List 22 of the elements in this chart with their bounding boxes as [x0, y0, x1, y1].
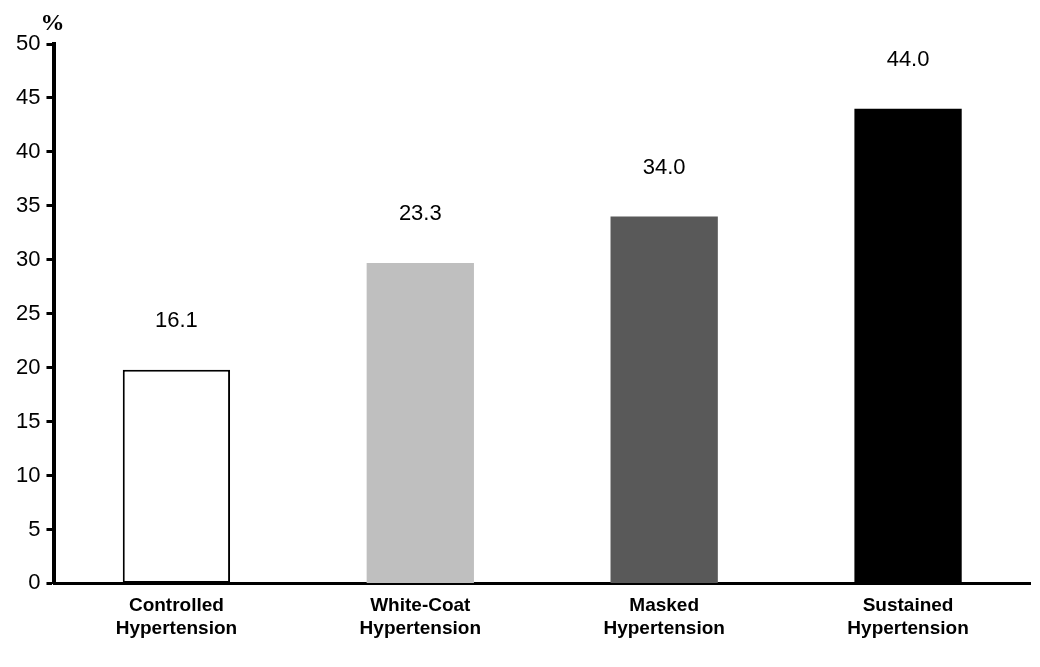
y-tick-label: 10 — [15, 461, 41, 487]
y-tick-label: 50 — [15, 30, 41, 56]
y-tick-label: 25 — [15, 299, 41, 325]
y-tick-label: 20 — [15, 353, 41, 379]
y-tick-label: 15 — [15, 407, 41, 433]
x-tick-label: Sustained Hypertension — [847, 594, 969, 638]
y-tick-label: 40 — [15, 137, 41, 163]
y-tick-label: 5 — [28, 515, 41, 541]
x-tick-label: White-Coat Hypertension — [359, 594, 482, 638]
annotation: 23.3 — [398, 200, 442, 226]
annotation: 44.0 — [886, 45, 930, 71]
bar — [610, 216, 718, 583]
y-tick-label: 30 — [15, 245, 41, 271]
x-tick-label: Controlled Hypertension — [115, 594, 238, 638]
y-axis-title: % — [40, 9, 65, 36]
bar — [366, 263, 474, 583]
annotation: 34.0 — [642, 153, 686, 179]
y-tick-label: 0 — [28, 569, 41, 595]
y-tick-label: 35 — [15, 191, 41, 217]
y-tick-label: 45 — [15, 84, 41, 109]
annotation: 16.1 — [155, 306, 198, 332]
x-tick-label: Masked Hypertension — [603, 594, 725, 638]
